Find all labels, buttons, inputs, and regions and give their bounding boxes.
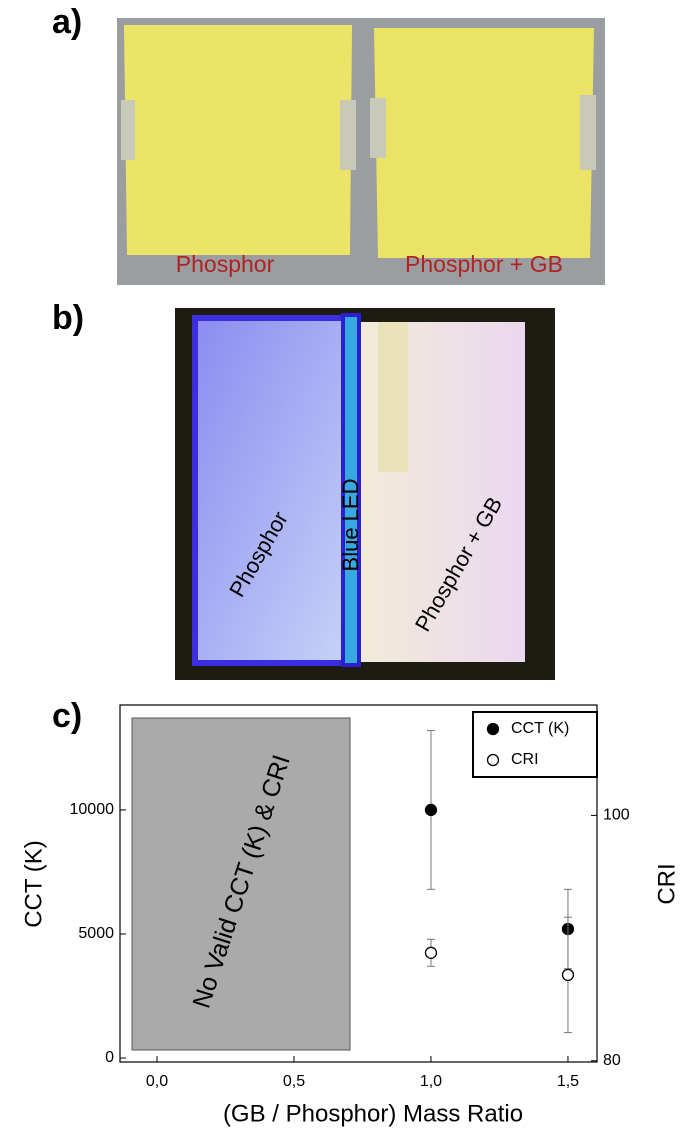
legend-marker — [488, 724, 499, 735]
caption: Blue LED — [338, 479, 363, 572]
phosphor-gb-film — [374, 28, 594, 258]
x-tick-label: 1,5 — [557, 1073, 579, 1090]
x-tick-label: 0,5 — [283, 1073, 305, 1090]
panel-label: a) — [52, 3, 82, 41]
y2-tick-label: 100 — [603, 807, 630, 824]
x-tick-label: 1,0 — [420, 1073, 442, 1090]
caption: Phosphor + GB — [405, 251, 563, 277]
legend-marker — [488, 755, 499, 766]
y-axis-title: CCT (K) — [20, 840, 47, 928]
panel-label: c) — [52, 697, 82, 735]
legend-label: CRI — [511, 751, 539, 768]
tape — [340, 100, 356, 170]
panel-label: b) — [52, 299, 84, 337]
y2-tick-label: 80 — [603, 1052, 621, 1069]
x-tick-label: 0,0 — [146, 1073, 168, 1090]
yellow-tint — [378, 322, 408, 472]
tape — [121, 100, 135, 160]
y-tick-label: 10000 — [70, 801, 115, 818]
point — [425, 804, 436, 815]
figure: a) Phosphor Phosphor + GB b) Phosphor Bl… — [0, 0, 692, 1136]
point — [425, 947, 436, 958]
tape — [580, 95, 596, 170]
point — [562, 969, 573, 980]
y-tick-label: 5000 — [78, 925, 114, 942]
x-axis-title: (GB / Phosphor) Mass Ratio — [223, 1100, 523, 1127]
y-tick-label: 0 — [105, 1049, 114, 1066]
phosphor-region — [195, 318, 355, 663]
y2-axis-title: CRI — [653, 863, 680, 904]
caption: Phosphor — [176, 251, 275, 277]
phosphor-film — [124, 25, 352, 255]
tape — [370, 98, 386, 158]
legend-label: CCT (K) — [511, 720, 569, 737]
